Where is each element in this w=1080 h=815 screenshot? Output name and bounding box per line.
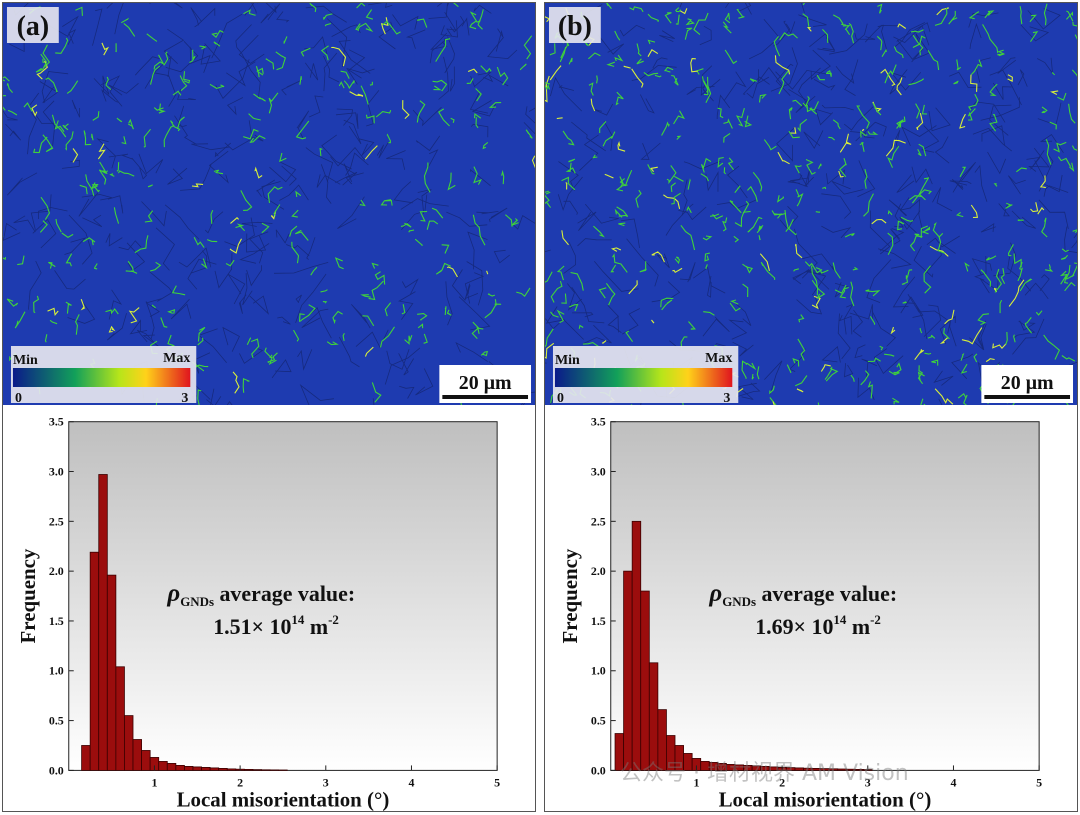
colorbar: Min Max 0 3 bbox=[10, 346, 197, 405]
y-tick-label: 3.0 bbox=[591, 465, 606, 479]
scale-bar-label: 20 μm bbox=[1001, 372, 1054, 394]
x-tick-label: 3 bbox=[323, 775, 329, 789]
bar bbox=[158, 761, 168, 771]
x-tick-label: 3 bbox=[865, 775, 871, 789]
bar bbox=[201, 767, 211, 771]
y-axis-label: Frequency bbox=[558, 548, 582, 643]
bar bbox=[81, 745, 91, 771]
panel-b: (b) Min Max 0 3 20 μm 0.0 0.5 1.0 1.5 2.0 2.5 3.0 3.… bbox=[544, 2, 1078, 812]
y-tick-label: 3.5 bbox=[49, 415, 64, 429]
bar bbox=[175, 765, 185, 771]
panel-a: (a) Min Max 0 3 20 μm 0.0 0.5 1.0 1.5 2.0 2.5 3.0 3.… bbox=[2, 2, 536, 812]
y-tick-label: 0.0 bbox=[591, 763, 606, 777]
y-tick-label: 1.0 bbox=[591, 664, 606, 678]
grain-boundaries bbox=[545, 3, 1077, 405]
colorbar-max-label: Max bbox=[705, 351, 732, 366]
x-tick-label: 1 bbox=[151, 775, 157, 789]
y-tick-label: 1.0 bbox=[49, 664, 64, 678]
bar bbox=[106, 574, 117, 771]
panel-label: (a) bbox=[17, 11, 50, 42]
y-tick-label: 0.0 bbox=[49, 763, 64, 777]
plot-area bbox=[68, 421, 498, 771]
x-axis-label: Local misorientation (°) bbox=[719, 787, 932, 811]
y-tick-label: 2.5 bbox=[591, 514, 606, 528]
scale-bar-label: 20 μm bbox=[459, 372, 512, 394]
colorbar-min-label: Min bbox=[555, 353, 580, 368]
bar bbox=[141, 750, 151, 771]
colorbar-max-value: 3 bbox=[181, 391, 188, 405]
y-tick-label: 3.5 bbox=[591, 415, 606, 429]
scale-bar: 20 μm bbox=[981, 365, 1074, 403]
y-tick-label: 2.5 bbox=[49, 514, 64, 528]
annotation-line-2: 1.69× 1014 m-2 bbox=[755, 612, 881, 639]
bar bbox=[89, 551, 100, 771]
annotation-line-2: 1.51× 1014 m-2 bbox=[213, 612, 339, 639]
colorbar-min-label: Min bbox=[13, 353, 38, 368]
bar bbox=[192, 766, 202, 771]
panel-label-bg bbox=[548, 7, 601, 43]
panel-label: (b) bbox=[558, 11, 592, 42]
bar bbox=[623, 570, 633, 771]
colorbar-min-value: 0 bbox=[15, 391, 22, 405]
x-tick-label: 5 bbox=[494, 775, 500, 789]
colorbar-max-value: 3 bbox=[723, 391, 730, 405]
x-tick-label: 4 bbox=[408, 775, 414, 789]
y-tick-label: 0.5 bbox=[49, 714, 64, 728]
misorientation-map: (b) Min Max 0 3 20 μm bbox=[545, 3, 1077, 405]
bar bbox=[115, 666, 125, 771]
y-tick-label: 2.0 bbox=[49, 564, 64, 578]
annotation-line-1: ρGNDs average value: bbox=[166, 580, 355, 609]
bar bbox=[184, 766, 194, 771]
y-tick-label: 1.5 bbox=[49, 614, 64, 628]
bar bbox=[261, 769, 271, 771]
annotation-line-1: ρGNDs average value: bbox=[708, 580, 897, 609]
bar bbox=[252, 769, 262, 771]
y-tick-label: 2.0 bbox=[591, 564, 606, 578]
map-background bbox=[3, 3, 535, 405]
x-tick-label: 5 bbox=[1036, 775, 1042, 789]
bars bbox=[614, 520, 873, 771]
panel-label-bg bbox=[6, 7, 59, 43]
colorbar-min-value: 0 bbox=[557, 391, 564, 405]
bar bbox=[631, 520, 642, 771]
histogram-chart: 0.0 0.5 1.0 1.5 2.0 2.5 3.0 3.5 1 2 3 4 5 Local misor… bbox=[558, 415, 1042, 811]
scale-bar-line bbox=[442, 395, 529, 399]
scale-bar: 20 μm bbox=[439, 365, 532, 403]
bars bbox=[81, 474, 288, 771]
colorbar-max-label: Max bbox=[163, 351, 190, 366]
scale-bar-line bbox=[984, 395, 1071, 399]
bar bbox=[124, 715, 134, 771]
x-tick-label: 1 bbox=[693, 775, 699, 789]
bar bbox=[98, 474, 108, 771]
y-axis-label: Frequency bbox=[16, 548, 40, 643]
bar bbox=[209, 767, 220, 771]
map-background bbox=[545, 3, 1077, 405]
x-axis-label: Local misorientation (°) bbox=[177, 787, 390, 811]
histogram-chart: 0.0 0.5 1.0 1.5 2.0 2.5 3.0 3.5 1 2 3 4 5 Local misor… bbox=[16, 415, 500, 811]
colorbar: Min Max 0 3 bbox=[552, 346, 739, 405]
x-tick-label: 2 bbox=[779, 775, 785, 789]
watermark: 公众号 · 增材视界 AM Vision bbox=[620, 761, 909, 786]
bar bbox=[218, 768, 228, 771]
x-tick-label: 4 bbox=[950, 775, 956, 789]
y-tick-label: 3.0 bbox=[49, 465, 64, 479]
misorientation-map: (a) Min Max 0 3 20 μm bbox=[3, 3, 535, 405]
y-tick-label: 0.5 bbox=[591, 714, 606, 728]
x-tick-label: 2 bbox=[237, 775, 243, 789]
bar bbox=[132, 739, 142, 771]
bar bbox=[226, 768, 237, 771]
bar bbox=[166, 763, 177, 771]
bar bbox=[640, 590, 650, 771]
y-tick-label: 1.5 bbox=[591, 614, 606, 628]
bar bbox=[243, 768, 254, 771]
